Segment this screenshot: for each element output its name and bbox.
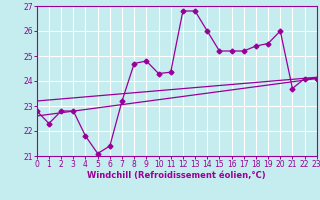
X-axis label: Windchill (Refroidissement éolien,°C): Windchill (Refroidissement éolien,°C) [87,171,266,180]
